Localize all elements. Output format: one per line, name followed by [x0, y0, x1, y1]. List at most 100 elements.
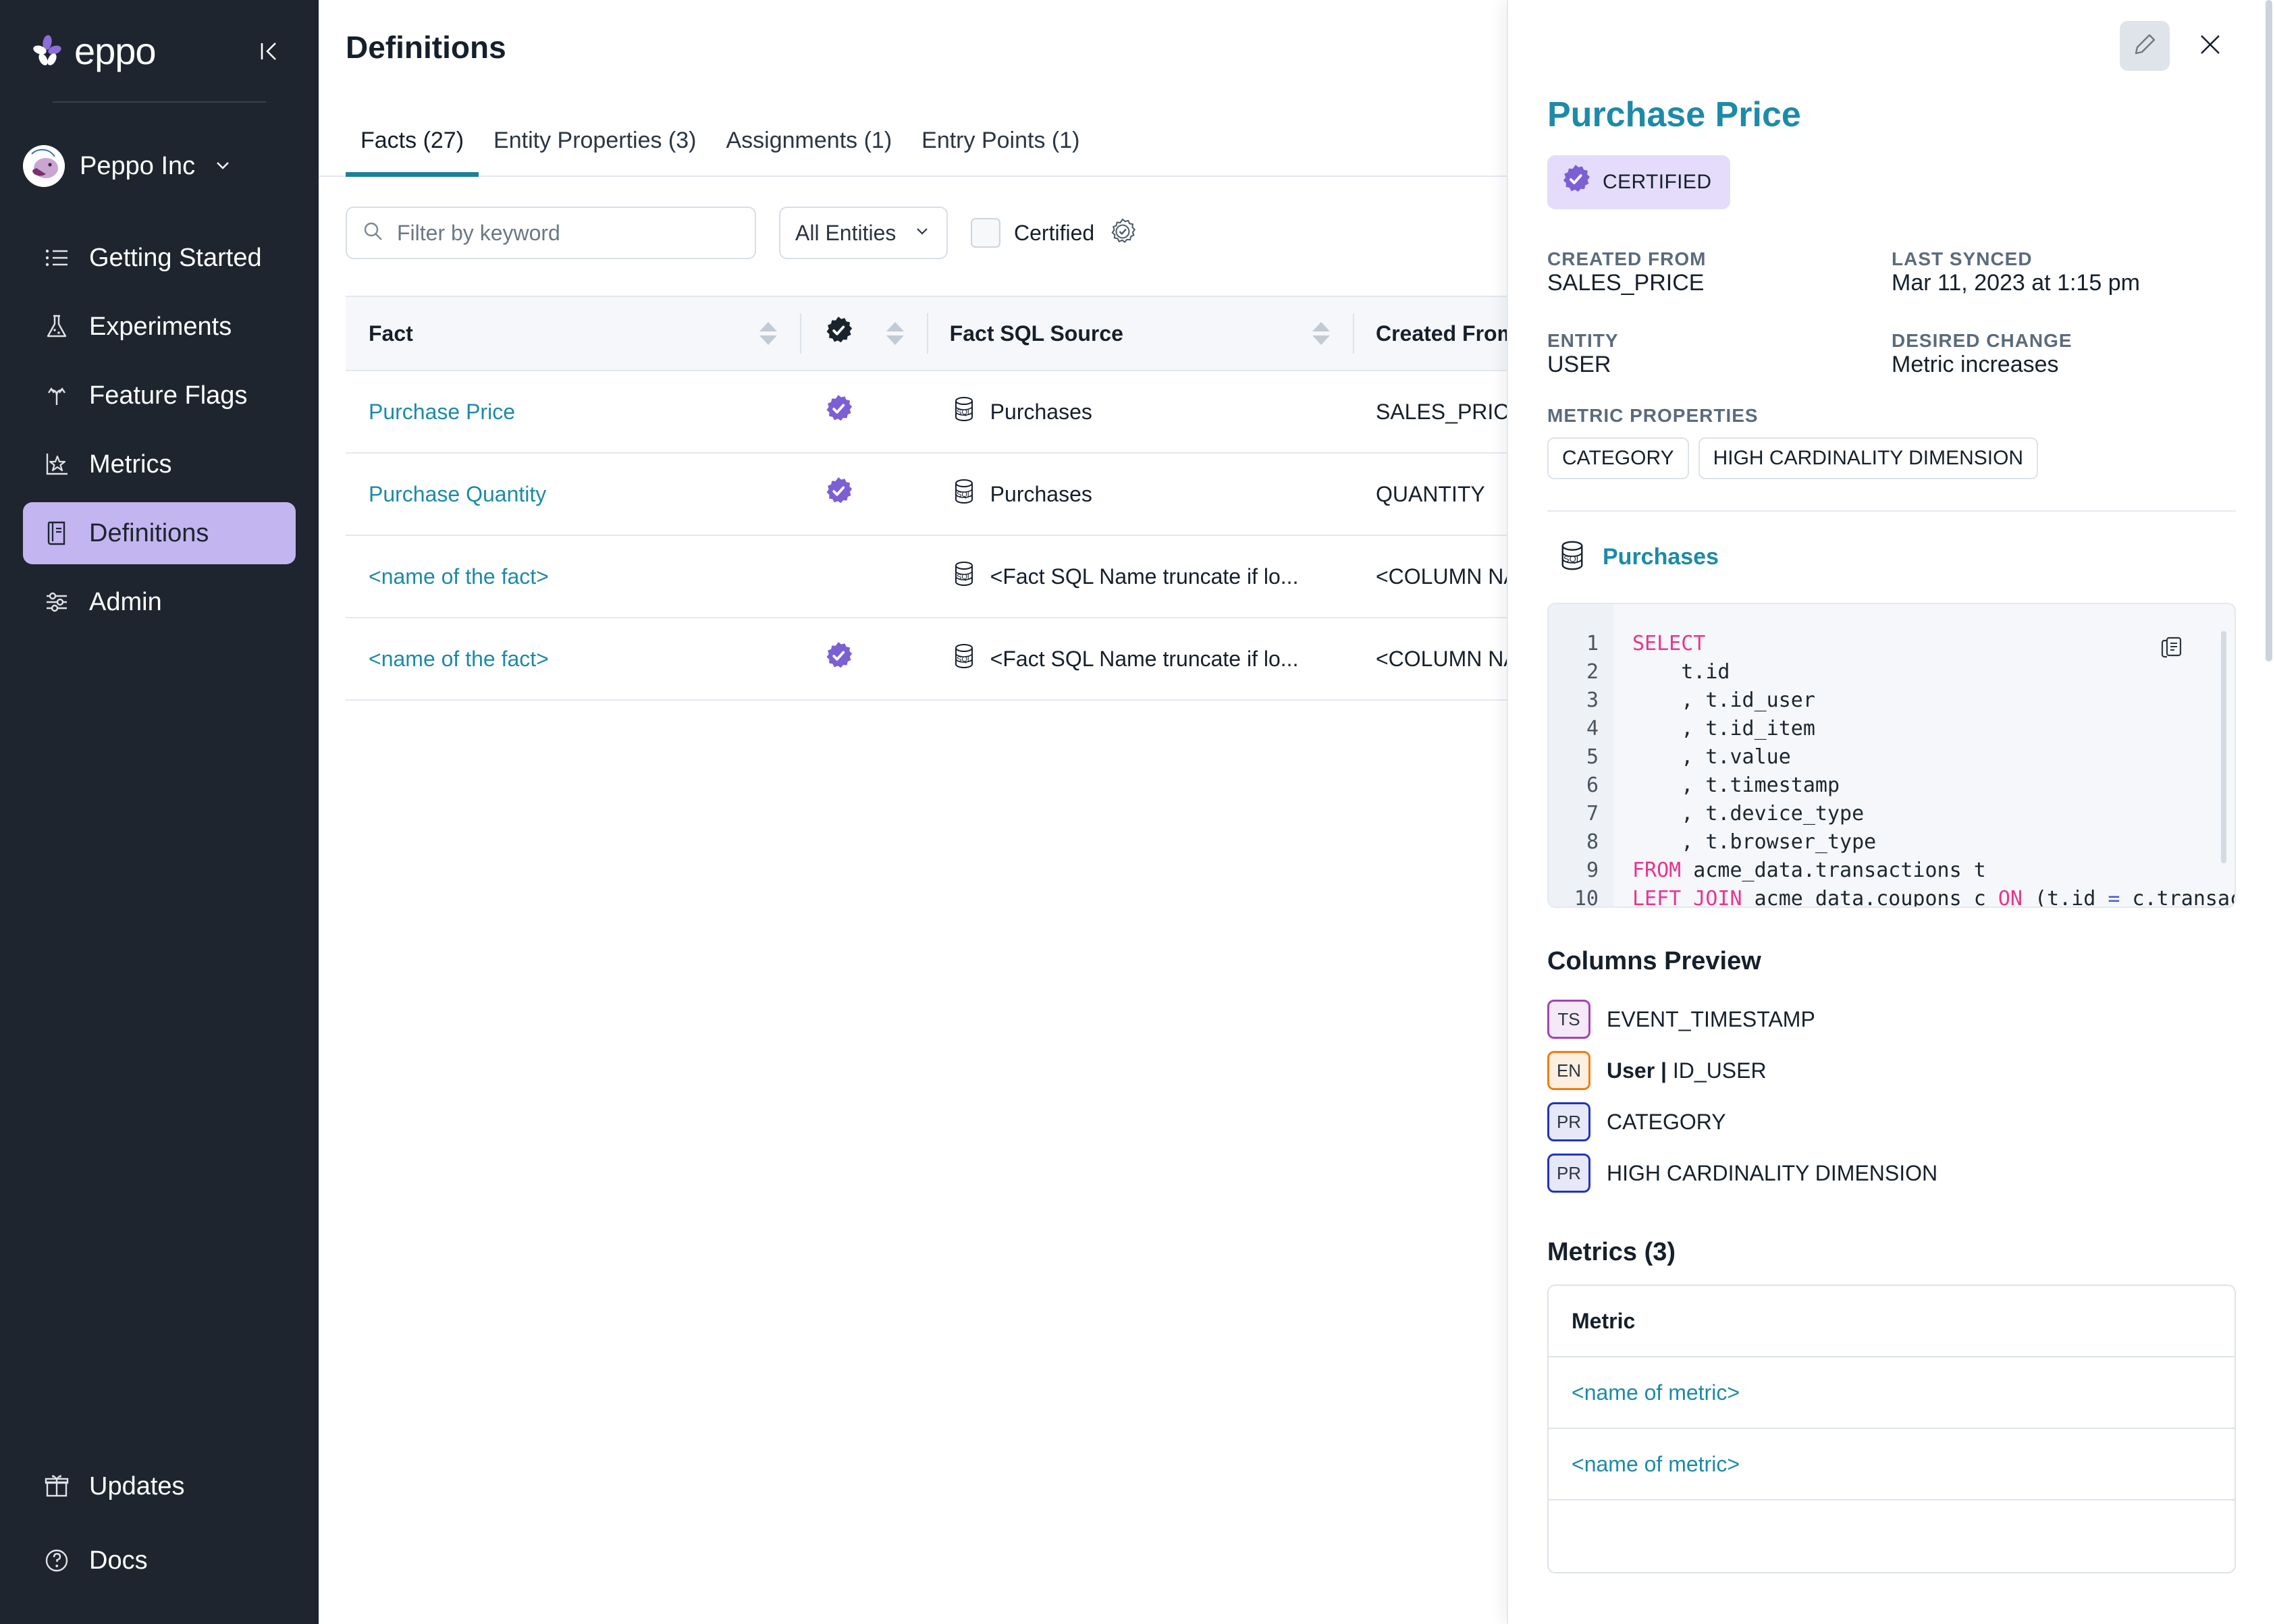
metric-property-chip: HIGH CARDINALITY DIMENSION: [1698, 437, 2039, 479]
code-lines: 1 SELECT 2 t.id 3 , t.id_user 4 , t.id_item 5…: [1549, 604, 2236, 908]
code-line: 7 , t.device_type: [1549, 800, 2234, 828]
close-button[interactable]: [2189, 24, 2232, 67]
fact-link[interactable]: <name of the fact>: [369, 646, 549, 671]
fact-link[interactable]: Purchase Price: [369, 399, 515, 424]
code-line-text: , t.value: [1632, 745, 1791, 769]
sidebar-item-experiments[interactable]: Experiments: [23, 296, 296, 358]
panel-scrollbar[interactable]: [2266, 0, 2272, 661]
type-tag-pr-icon: PR: [1547, 1154, 1590, 1193]
entity-filter-value: All Entities: [795, 220, 896, 245]
sort-icon[interactable]: [1312, 322, 1330, 345]
table-row[interactable]: <name of the fact> SQL: [346, 535, 2006, 618]
pencil-icon: [2131, 31, 2158, 61]
sidebar-item-admin[interactable]: Admin: [23, 571, 296, 633]
brand-name: eppo: [74, 30, 157, 72]
cell-certified: [800, 453, 927, 536]
metrics-table-row[interactable]: <name of metric>: [1549, 1429, 2234, 1500]
brand-logo[interactable]: eppo: [30, 30, 157, 72]
column-header-certified[interactable]: [800, 296, 927, 371]
search-icon: [362, 220, 385, 246]
sliders-icon: [41, 586, 73, 618]
fact-link[interactable]: <name of the fact>: [369, 564, 549, 589]
org-switcher[interactable]: Peppo Inc: [0, 134, 319, 198]
certified-seal-filled-icon: [823, 477, 854, 512]
sql-code-block[interactable]: 1 SELECT 2 t.id 3 , t.id_user 4 , t.id_item 5…: [1547, 603, 2236, 908]
org-name: Peppo Inc: [80, 151, 196, 180]
certified-seal-outline-icon: [1108, 217, 1138, 250]
column-preview-item: TS EVENT_TIMESTAMP: [1547, 994, 2236, 1045]
certified-filter[interactable]: Certified: [971, 217, 1138, 250]
filter-bar: All Entities Certified: [319, 177, 2275, 259]
search-box[interactable]: [346, 207, 756, 259]
certified-seal-filled-icon: [823, 315, 854, 352]
copy-icon[interactable]: [2158, 632, 2187, 666]
meta-value: USER: [1547, 352, 1611, 377]
code-line-text: LEFT JOIN acme_data.coupons c ON (t.id =…: [1632, 887, 2236, 908]
tab-facts[interactable]: Facts (27): [346, 128, 479, 177]
chart-star-icon: [41, 448, 73, 481]
column-preview-name: User | ID_USER: [1607, 1058, 1767, 1083]
sidebar-bottom-nav: Updates Docs: [0, 1455, 319, 1592]
tab-assignments[interactable]: Assignments (1): [726, 128, 892, 153]
certified-checkbox[interactable]: [971, 218, 1000, 248]
sidebar-item-updates[interactable]: Updates: [23, 1455, 296, 1517]
sidebar-item-label: Admin: [89, 587, 162, 616]
fact-detail-panel: Purchase Price CERTIFIED CREATED FROM SA…: [1507, 0, 2275, 1624]
page-title: Definitions: [346, 30, 506, 65]
code-line: 9 FROM acme_data.transactions t: [1549, 857, 2234, 885]
sidebar-item-feature-flags[interactable]: Feature Flags: [23, 364, 296, 427]
column-header-fact-sql-source[interactable]: Fact SQL Source: [926, 296, 1353, 371]
sidebar-item-definitions[interactable]: Definitions: [23, 502, 296, 564]
code-line-text: , t.device_type: [1632, 802, 1865, 825]
sql-database-icon: SQL: [950, 395, 978, 429]
code-line: 2 t.id: [1549, 658, 2234, 686]
column-header-label: Created From: [1375, 321, 1517, 346]
meta-label: LAST SYNCED: [1892, 248, 2033, 269]
tab-entry-points[interactable]: Entry Points (1): [921, 128, 1080, 153]
source-name: Purchases: [990, 399, 1092, 424]
metric-property-chip: CATEGORY: [1547, 437, 1689, 479]
fact-link[interactable]: Purchase Quantity: [369, 481, 547, 506]
cell-fact: <name of the fact>: [346, 618, 801, 701]
metric-properties-chips: CATEGORY HIGH CARDINALITY DIMENSION: [1547, 437, 2236, 479]
sort-icon[interactable]: [886, 322, 904, 345]
sidebar-item-label: Updates: [89, 1471, 185, 1500]
sql-source-name[interactable]: Purchases: [1603, 544, 1719, 570]
sidebar-item-metrics[interactable]: Metrics: [23, 433, 296, 495]
sort-icon[interactable]: [759, 322, 778, 345]
code-line-text: , t.id_item: [1632, 717, 1815, 740]
column-preview-item: PR HIGH CARDINALITY DIMENSION: [1547, 1147, 2236, 1199]
cell-certified: [800, 535, 927, 618]
svg-text:SQL: SQL: [957, 655, 971, 664]
code-scrollbar[interactable]: [2221, 631, 2226, 863]
sidebar-item-label: Definitions: [89, 518, 209, 547]
sql-source-row[interactable]: SQL Purchases: [1547, 512, 2236, 603]
metrics-table-row[interactable]: <name of metric>: [1549, 1357, 2234, 1429]
tab-entity-properties[interactable]: Entity Properties (3): [493, 128, 697, 153]
sql-database-icon: SQL: [1555, 539, 1589, 576]
metrics-table-row[interactable]: [1549, 1500, 2234, 1572]
svg-text:SQL: SQL: [957, 573, 971, 581]
tabbar: Facts (27) Entity Properties (3) Assignm…: [319, 94, 2275, 177]
table-row[interactable]: <name of the fact>: [346, 618, 2006, 701]
sidebar-item-getting-started[interactable]: Getting Started: [23, 227, 296, 289]
column-header-label: Fact SQL Source: [949, 321, 1123, 346]
status-badge-label: CERTIFIED: [1603, 171, 1712, 193]
collapse-panel-icon[interactable]: [248, 31, 289, 72]
type-tag-pr-icon: PR: [1547, 1102, 1590, 1141]
meta-label: ENTITY: [1547, 330, 1619, 351]
cell-fact: Purchase Price: [346, 371, 801, 454]
column-header-fact[interactable]: Fact: [346, 296, 801, 371]
metadata-grid: CREATED FROM SALES_PRICE LAST SYNCED Mar…: [1547, 248, 2236, 402]
type-tag-en-icon: EN: [1547, 1051, 1590, 1090]
code-line-text: , t.timestamp: [1632, 774, 1840, 797]
code-line-number: 7: [1586, 802, 1599, 825]
sidebar-item-docs[interactable]: Docs: [23, 1530, 296, 1592]
edit-button[interactable]: [2120, 21, 2170, 71]
entity-filter-select[interactable]: All Entities: [779, 207, 948, 259]
meta-label: CREATED FROM: [1547, 248, 1707, 269]
sidebar-item-label: Metrics: [89, 450, 172, 479]
search-input[interactable]: [397, 220, 740, 246]
source-name: <Fact SQL Name truncate if lo...: [990, 646, 1299, 671]
column-preview-name: HIGH CARDINALITY DIMENSION: [1607, 1160, 1938, 1185]
